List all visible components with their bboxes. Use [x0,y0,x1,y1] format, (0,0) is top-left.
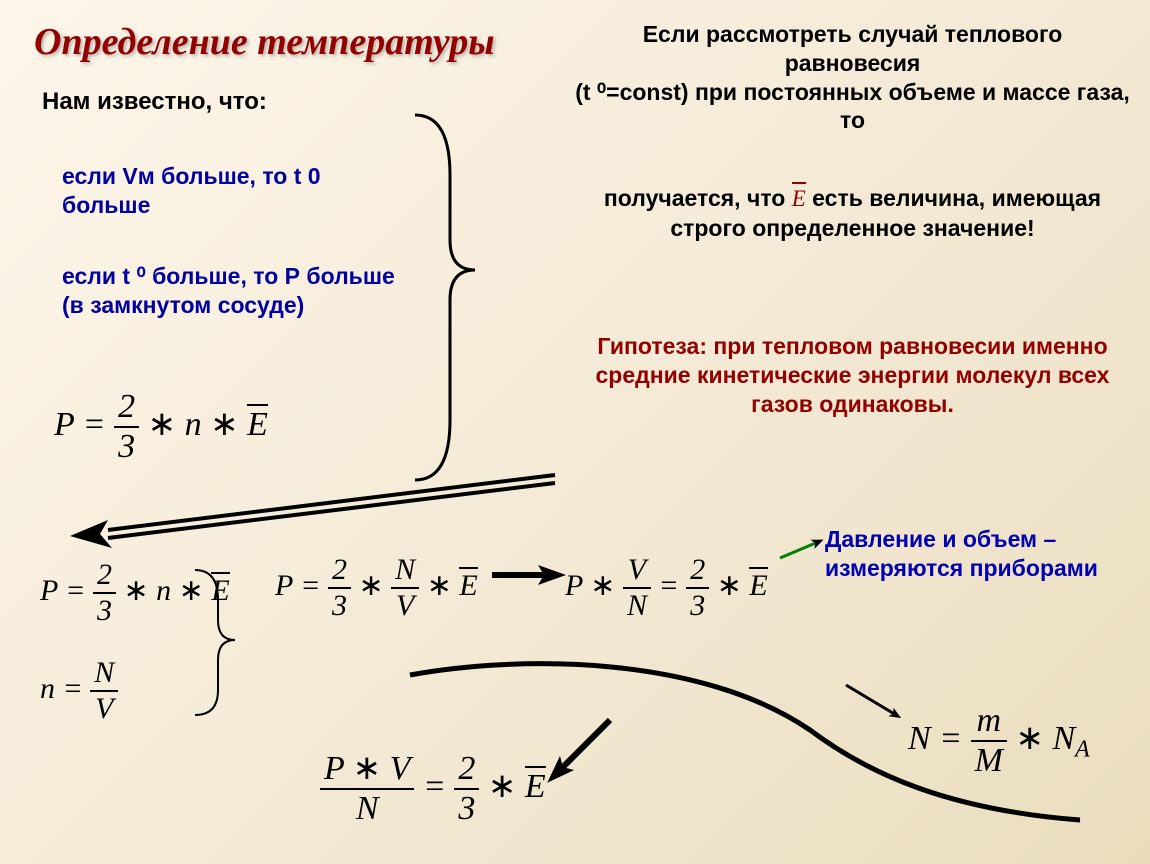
slide-title: Определение температуры [34,20,495,64]
formula-PVoverN: P ∗ VN = 23 ∗ E [320,752,546,826]
r2-text-a: получается, что [604,185,792,211]
if-t-text: если t ⁰ больше, то Р больше (в замкнуто… [62,262,412,320]
e-bar-inline-icon: E [792,182,806,214]
pressure-volume-note: Давление и объем – измеряются приборами [825,525,1120,583]
formula-PV-N: P ∗ VN = 23 ∗ E [565,555,768,621]
hypothesis-text: Гипотеза: при тепловом равновесии именно… [575,332,1130,418]
formula-P2: P = 23 ∗ n ∗ E [40,560,230,626]
right-paragraph-2: получается, что E есть величина, имеющая… [575,182,1130,243]
if-v-text: если Vм больше, то t 0 больше [62,162,412,220]
formula-N-mass: N = mM ∗ NA [908,704,1090,778]
formula-P-NV: P = 23 ∗ NV ∗ E [275,555,478,621]
formula-main-P: P = 23 ∗ n ∗ E [54,390,268,464]
formula-n-def: n = NV [40,658,118,724]
right-paragraph-1: Если рассмотреть случай теплового равнов… [575,20,1130,135]
known-that-label: Нам известно, что: [42,88,267,116]
